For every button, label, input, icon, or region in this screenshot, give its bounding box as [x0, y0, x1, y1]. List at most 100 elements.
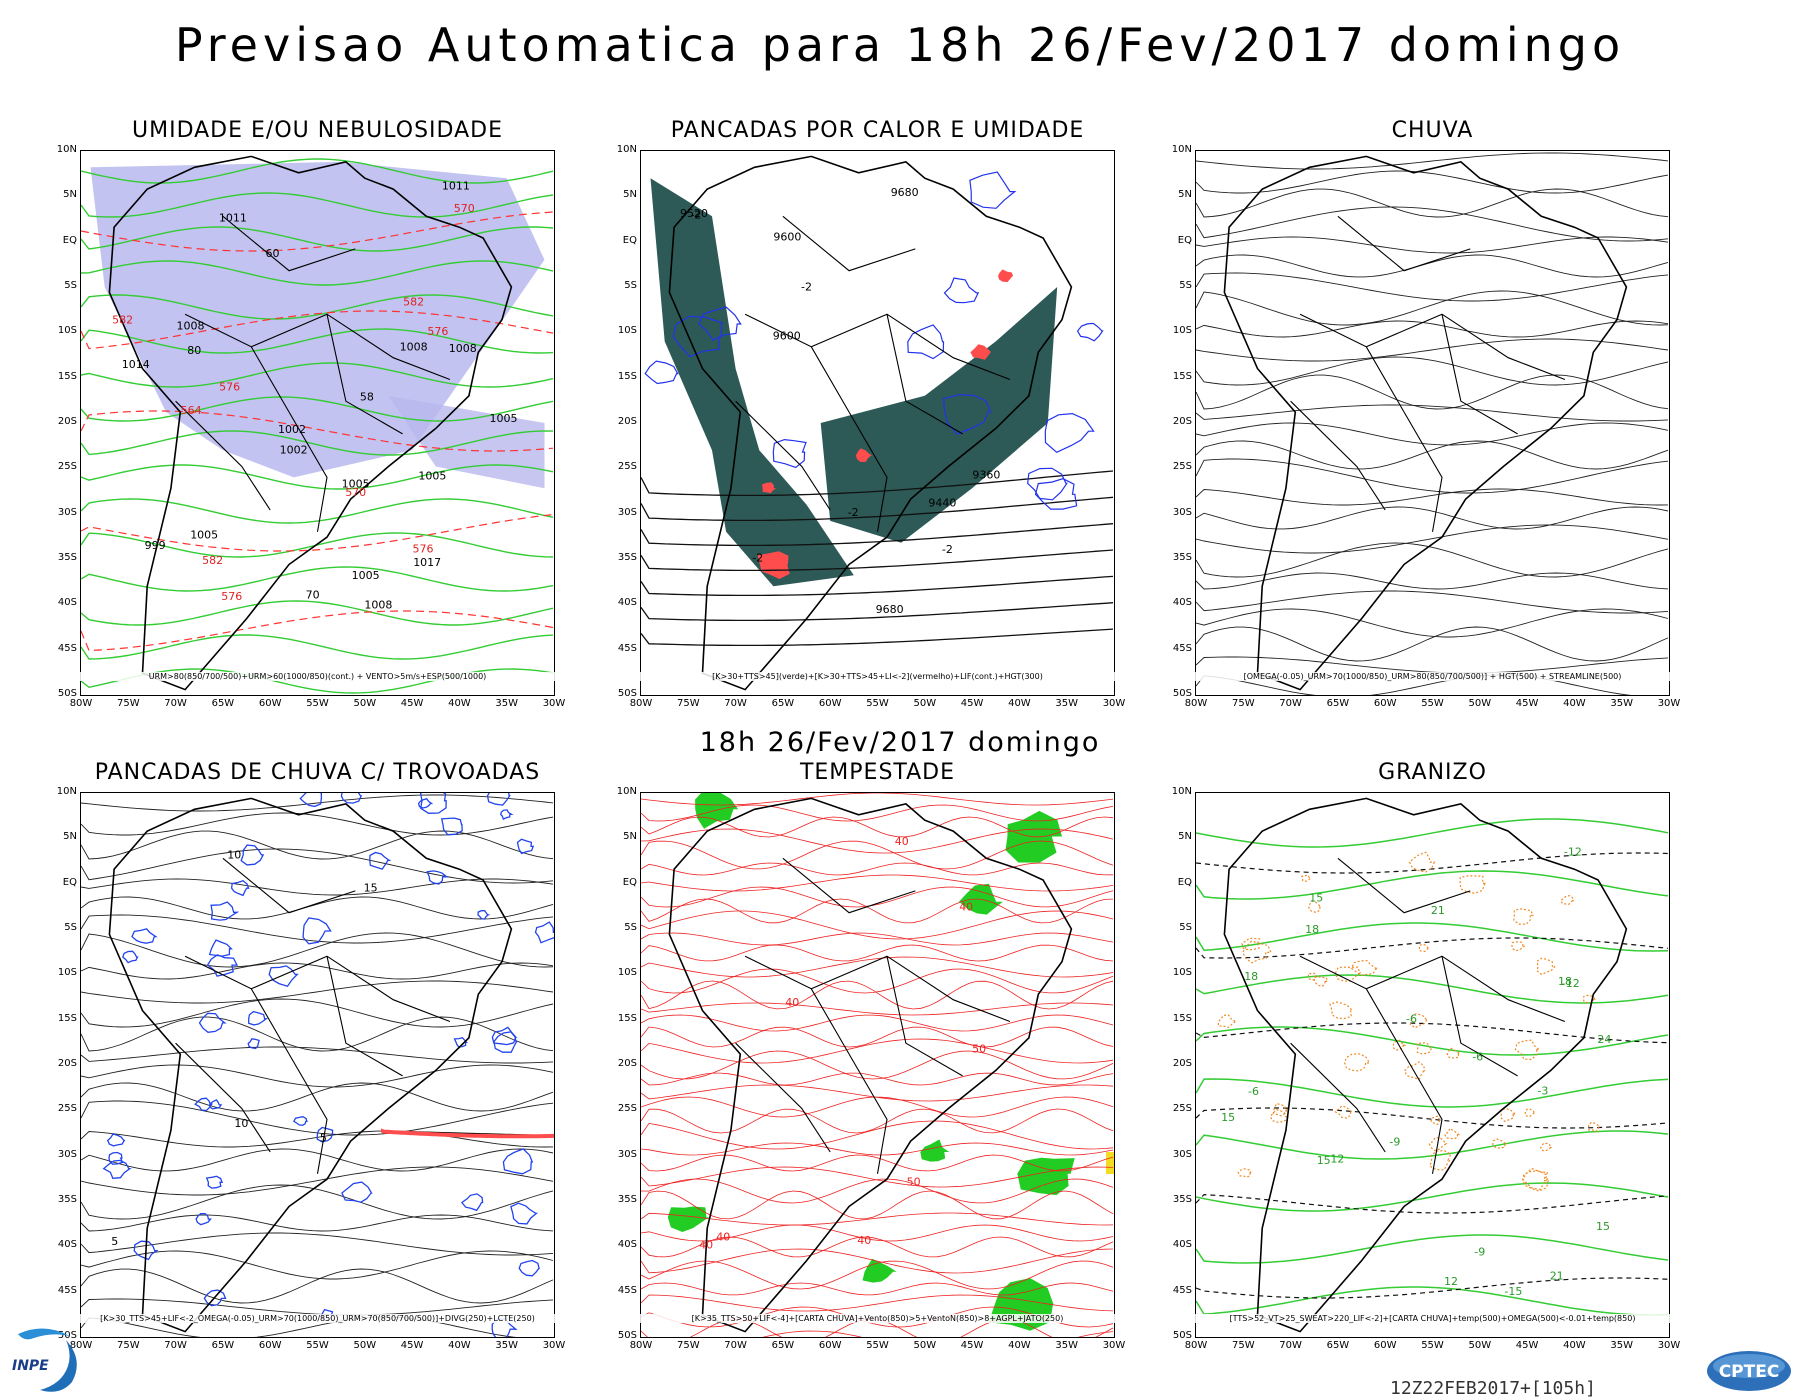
- contour-label: 9600: [773, 330, 801, 343]
- contour-label: 999: [145, 539, 166, 552]
- contour-label: 1002: [278, 423, 306, 436]
- panel-granizo: GRANIZO 10N 5N EQ 5S 10S 15S 20S 25S 30S 35S 40S 45S…: [1165, 760, 1681, 1360]
- forecast-map: [1195, 150, 1670, 696]
- lon-tick-label: 55W: [306, 1340, 329, 1351]
- contour-label: 1011: [219, 211, 247, 224]
- south-america-outline: [1223, 797, 1628, 1333]
- lat-tick-label: 5S: [624, 922, 637, 933]
- lon-tick-label: 65W: [211, 1340, 235, 1351]
- contour-label: -9: [1389, 1135, 1400, 1148]
- panel-pancadas-calor-umidade: PANCADAS POR CALOR E UMIDADE 10N 5N EQ 5S 10S…: [610, 118, 1126, 718]
- contour-label: -6: [1406, 1013, 1417, 1026]
- contour-label: -15: [1504, 1285, 1522, 1298]
- contour-label: 576: [413, 543, 434, 556]
- cptec-logo: CPTEC: [1707, 1351, 1791, 1391]
- contour-label: 582: [403, 296, 424, 309]
- lon-tick-label: 35W: [495, 698, 518, 709]
- contour-label: 40: [857, 1234, 871, 1247]
- lat-tick-label: 5S: [624, 280, 637, 291]
- lat-tick-label: 20S: [617, 1058, 637, 1069]
- lon-tick-label: 35W: [1610, 1340, 1633, 1351]
- contour-lines: [641, 793, 1114, 1337]
- lon-tick-label: 40W: [1008, 1340, 1031, 1351]
- lon-tick-label: 30W: [1657, 1340, 1681, 1351]
- hail-dots: [1217, 851, 1602, 1192]
- contour-label: 15: [1309, 891, 1323, 904]
- lon-tick-label: 60W: [1373, 698, 1397, 709]
- lat-tick-label: EQ: [622, 234, 637, 246]
- lon-tick-label: 50W: [913, 1340, 937, 1351]
- lat-tick-label: 30S: [617, 1148, 637, 1160]
- contour-label: 5: [111, 1235, 118, 1248]
- lat-tick-label: 25S: [1172, 461, 1192, 473]
- lon-tick-label: 70W: [164, 698, 187, 709]
- lat-tick-label: 30S: [1172, 506, 1192, 518]
- contour-label: 15: [1596, 1220, 1610, 1233]
- lon-tick-label: 75W: [676, 1340, 700, 1351]
- contour-label: 40: [699, 1238, 713, 1251]
- map-canvas: 10 15 10 5 5: [81, 793, 554, 1337]
- contour-label: 9520: [680, 207, 708, 220]
- lat-tick-label: 25S: [617, 1103, 637, 1115]
- lon-tick-label: 60W: [1373, 1340, 1397, 1351]
- lat-tick-label: 50S: [1172, 688, 1192, 699]
- panel-caption: URM>80(850/700/500)+URM>60(1000/850)(con…: [80, 672, 555, 681]
- lon-tick-label: 60W: [818, 1340, 842, 1351]
- contour-label: 18: [1558, 975, 1572, 988]
- lat-tick-label: 15S: [57, 370, 77, 382]
- contour-label: 1005: [190, 529, 218, 542]
- lat-tick-label: 40S: [1172, 1239, 1192, 1251]
- lat-tick-label: 15S: [1172, 370, 1192, 382]
- lat-tick-label: 50S: [57, 1330, 77, 1341]
- convection-fill: [650, 178, 1058, 587]
- contour-label: 1008: [449, 342, 477, 355]
- lat-tick-label: 10S: [57, 325, 77, 337]
- contour-label: 15: [1317, 1154, 1331, 1167]
- contour-lines: [641, 171, 1114, 647]
- lat-tick-label: 35S: [57, 1194, 77, 1205]
- contour-label: 12: [1444, 1275, 1458, 1288]
- lon-tick-label: 80W: [69, 698, 93, 709]
- lon-tick-label: 35W: [1610, 698, 1633, 709]
- lat-tick-label: 5N: [623, 189, 637, 201]
- contour-label: 582: [202, 554, 223, 567]
- contour-label: -3: [1537, 1085, 1548, 1098]
- lon-tick-label: 50W: [1468, 1340, 1492, 1351]
- lon-tick-label: 60W: [258, 698, 282, 709]
- lon-tick-label: 50W: [353, 1340, 377, 1351]
- lon-tick-label: 65W: [1326, 1340, 1350, 1351]
- contour-label: -2: [801, 280, 812, 293]
- contour-label: 40: [959, 900, 973, 913]
- lat-tick-label: 30S: [1172, 1148, 1192, 1160]
- forecast-map: 1008 1011 1005 1008 576 1005 1005 576 1002 582 999…: [80, 150, 555, 696]
- lon-tick-label: 40W: [1008, 698, 1031, 709]
- lat-tick-label: 35S: [1172, 1194, 1192, 1205]
- lat-tick-label: 45S: [617, 642, 637, 654]
- contour-label: 1008: [177, 320, 205, 333]
- contour-labels: -2 9680 9680 9600 9600 9520 9440 9360 -2 -2 -2 -2: [680, 186, 1000, 616]
- contour-label: -2: [690, 209, 701, 222]
- lon-tick-label: 40W: [448, 698, 471, 709]
- lon-tick-label: 55W: [1421, 1340, 1444, 1351]
- contour-label: 1002: [280, 444, 308, 457]
- contour-label: 70: [306, 589, 320, 602]
- map-canvas: [1196, 152, 1669, 695]
- contour-lines: [1196, 152, 1669, 695]
- lat-tick-label: 10S: [1172, 967, 1192, 979]
- contour-label: 570: [345, 486, 366, 499]
- lon-tick-label: 35W: [1055, 698, 1078, 709]
- lon-tick-label: 50W: [913, 698, 937, 709]
- lon-tick-label: 75W: [1231, 1340, 1255, 1351]
- lat-tick-label: 40S: [1172, 597, 1192, 609]
- lon-tick-label: 45W: [960, 698, 984, 709]
- lat-tick-label: 25S: [57, 1103, 77, 1115]
- panel-caption: [K>30+TTS>45](verde)+[K>30+TTS>45+LI<-2]…: [640, 672, 1115, 681]
- lat-tick-label: 10S: [57, 967, 77, 979]
- panel-caption: [OMEGA(-0.05)_URM>70(1000/850)_URM>80(85…: [1195, 672, 1670, 681]
- storm-fill: [667, 793, 1114, 1331]
- contour-label: 1005: [490, 412, 518, 425]
- lon-tick-label: 45W: [1515, 1340, 1539, 1351]
- lat-tick-label: 50S: [617, 1330, 637, 1341]
- contour-label: 24: [1597, 1033, 1611, 1046]
